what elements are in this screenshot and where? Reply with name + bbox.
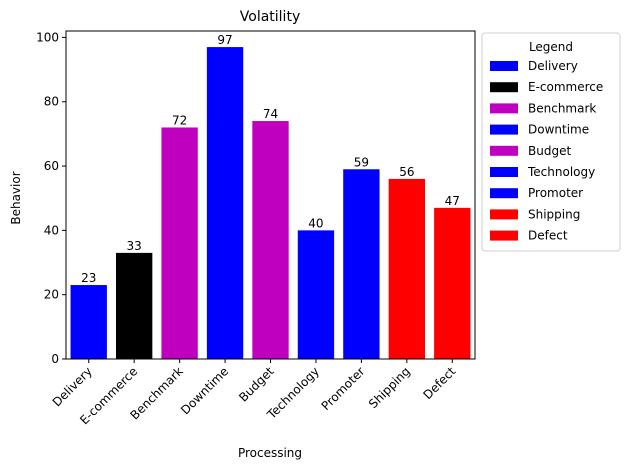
- legend-swatch: [490, 209, 518, 220]
- chart-title: Volatility: [240, 9, 300, 25]
- y-tick-label: 60: [44, 159, 59, 173]
- x-tick-label: Downtime: [178, 364, 231, 417]
- data-label: 23: [81, 271, 96, 285]
- y-axis-label: Behavior: [9, 171, 23, 224]
- y-tick-label: 100: [36, 30, 59, 44]
- data-label: 72: [172, 113, 187, 127]
- legend-entry: Downtime: [528, 123, 589, 137]
- bar-benchmark: [161, 127, 198, 360]
- bar-technology: [297, 230, 335, 359]
- legend: Legend Delivery E-commerce Benchmark Downtim…: [481, 32, 621, 252]
- bar-e-commerce: [115, 252, 153, 359]
- y-tick-label: 40: [44, 223, 59, 237]
- legend-title: Legend: [529, 40, 573, 54]
- bar-shipping: [388, 178, 426, 359]
- data-label: 56: [399, 165, 414, 179]
- legend-swatch: [490, 82, 518, 93]
- legend-entry: Budget: [528, 144, 571, 158]
- data-label: 74: [263, 107, 278, 121]
- legend-entry: Promoter: [528, 186, 583, 200]
- x-tick-label: Defect: [421, 364, 459, 402]
- data-label: 59: [354, 155, 369, 169]
- bar-downtime: [206, 47, 244, 359]
- data-label: 97: [217, 33, 232, 47]
- legend-entry: Delivery: [528, 59, 578, 73]
- x-tick-label: Promoter: [319, 364, 368, 413]
- legend-swatch: [490, 124, 518, 135]
- legend-entry: Shipping: [528, 207, 580, 221]
- legend-swatch: [490, 230, 518, 241]
- bar-defect: [434, 207, 471, 359]
- y-tick-label: 0: [51, 352, 59, 366]
- x-tick-label: Budget: [236, 364, 277, 405]
- x-axis-label: Processing: [238, 446, 302, 460]
- bar-delivery: [70, 285, 107, 359]
- legend-swatch: [490, 61, 518, 71]
- y-tick-label: 20: [44, 288, 59, 302]
- data-label: 40: [308, 216, 323, 230]
- legend-swatch: [490, 188, 518, 199]
- legend-entry: Benchmark: [528, 101, 596, 115]
- bar-budget: [252, 121, 289, 359]
- legend-swatch: [490, 145, 518, 156]
- x-tick-label: Delivery: [50, 364, 95, 409]
- legend-entry: Defect: [528, 229, 568, 243]
- data-label: 47: [445, 194, 460, 208]
- legend-entry: E-commerce: [528, 80, 603, 94]
- plot-area: 233372977440595647020406080100DeliveryE-…: [36, 30, 476, 427]
- y-tick-label: 80: [44, 95, 59, 109]
- bar-promoter: [343, 169, 380, 359]
- legend-swatch: [490, 167, 518, 177]
- x-tick-label: Shipping: [366, 364, 413, 411]
- legend-entry: Technology: [527, 165, 595, 179]
- data-label: 33: [127, 239, 142, 253]
- legend-swatch: [490, 103, 518, 114]
